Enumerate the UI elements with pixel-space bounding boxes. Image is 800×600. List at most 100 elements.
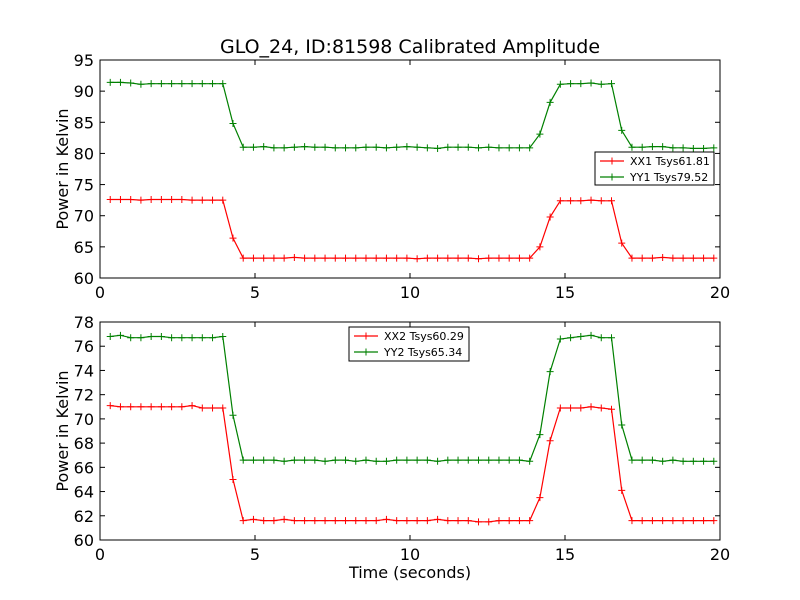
data-point — [618, 421, 626, 429]
data-point — [209, 80, 217, 88]
data-point — [638, 254, 646, 262]
plots: 0 5 10 15 20 60 65 70 75 80 85 90 95 Power in Kelvin X… — [53, 51, 730, 582]
data-point — [168, 196, 176, 204]
data-point — [567, 404, 575, 412]
data-point — [434, 144, 442, 152]
data-point — [321, 143, 329, 151]
data-point — [393, 143, 401, 151]
data-point — [372, 517, 380, 525]
data-point — [444, 254, 452, 262]
legend-label: YY2 Tsys65.34 — [383, 346, 462, 359]
data-point — [342, 456, 350, 464]
data-point — [454, 143, 462, 151]
data-point — [597, 334, 605, 342]
data-point — [689, 254, 697, 262]
data-point — [546, 437, 554, 445]
x-axis-label: Time (seconds) — [348, 563, 471, 582]
y-axis-label: Power in Kelvin — [53, 370, 72, 491]
data-point — [362, 517, 370, 525]
data-point — [689, 517, 697, 525]
y-tick-label: 78 — [74, 313, 94, 332]
data-point — [628, 143, 636, 151]
data-point — [290, 143, 298, 151]
data-point — [495, 144, 503, 152]
data-point — [219, 196, 227, 204]
data-point — [659, 517, 667, 525]
legend-marker — [362, 332, 370, 340]
data-point — [301, 517, 309, 525]
data-point — [700, 254, 708, 262]
data-point — [157, 403, 165, 411]
data-point — [270, 144, 278, 152]
data-point — [710, 517, 718, 525]
data-point — [546, 368, 554, 376]
data-point — [382, 457, 390, 465]
data-point — [485, 143, 493, 151]
data-point — [608, 334, 615, 342]
data-point — [434, 254, 442, 262]
legend-box — [348, 326, 470, 362]
data-point — [106, 333, 114, 341]
data-point — [423, 144, 431, 152]
data-point — [352, 517, 360, 525]
data-point — [413, 143, 421, 151]
legend-label: XX2 Tsys60.29 — [384, 330, 464, 343]
data-point — [556, 197, 564, 205]
data-point — [157, 333, 165, 341]
data-point — [331, 517, 339, 525]
x-tick-label: 15 — [555, 545, 575, 564]
legend-label: YY1 Tsys79.52 — [629, 171, 708, 184]
data-point — [239, 456, 247, 464]
data-point — [444, 517, 452, 525]
data-point — [597, 80, 605, 88]
data-point — [157, 196, 165, 204]
data-point — [618, 239, 626, 247]
y-tick-label: 65 — [74, 238, 94, 257]
data-point — [710, 457, 718, 465]
data-point — [475, 255, 483, 263]
data-point — [198, 80, 206, 88]
data-point — [147, 80, 155, 88]
data-point — [648, 143, 656, 151]
legend-marker — [362, 348, 370, 356]
data-point — [331, 456, 339, 464]
y-tick-label: 95 — [74, 51, 94, 70]
data-point — [597, 404, 605, 412]
data-point — [659, 253, 667, 261]
x-tick-label: 10 — [400, 545, 420, 564]
data-point — [311, 456, 319, 464]
data-point — [352, 144, 360, 152]
data-point — [137, 196, 145, 204]
data-point — [526, 144, 534, 152]
data-point — [178, 196, 186, 204]
data-point — [188, 402, 196, 410]
data-point — [689, 457, 697, 465]
data-point — [270, 456, 278, 464]
data-point — [229, 120, 237, 128]
data-point — [290, 517, 298, 525]
data-point — [403, 456, 411, 464]
data-point — [290, 456, 298, 464]
data-point — [280, 457, 288, 465]
x-tick-label: 15 — [555, 283, 575, 302]
data-point — [454, 254, 462, 262]
data-point — [577, 404, 585, 412]
data-point — [239, 517, 247, 525]
data-point — [597, 197, 605, 205]
data-point — [147, 196, 155, 204]
data-point — [475, 518, 483, 526]
data-point — [638, 143, 646, 151]
data-point — [608, 405, 615, 413]
data-point — [321, 254, 329, 262]
x-tick-label: 10 — [400, 283, 420, 302]
data-point — [577, 333, 585, 341]
data-point — [464, 254, 472, 262]
data-point — [515, 517, 523, 525]
y-tick-label: 60 — [74, 531, 94, 550]
data-point — [423, 254, 431, 262]
legend-item: XX2 Tsys60.29 — [354, 330, 464, 343]
data-point — [689, 144, 697, 152]
data-point — [178, 403, 186, 411]
data-point — [454, 456, 462, 464]
data-point — [331, 144, 339, 152]
